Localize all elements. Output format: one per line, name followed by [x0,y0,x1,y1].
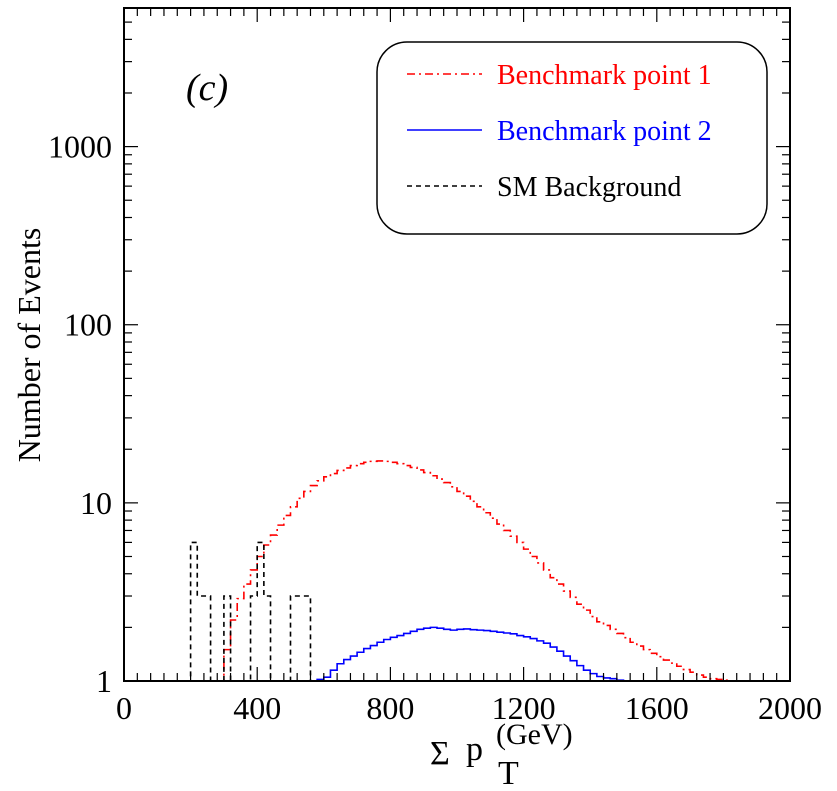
x-tick-label: 1600 [625,690,689,726]
legend-label-benchmark-2: Benchmark point 2 [497,116,712,147]
x-tick-label: 0 [116,690,132,726]
y-tick-label: 1 [96,663,112,699]
legend-label-benchmark-1: Benchmark point 1 [497,60,712,91]
legend-label-sm-background: SM Background [497,172,681,203]
y-tick-label: 100 [64,307,112,343]
x-axis-label-main: p [466,731,483,768]
x-axis-label-sub: T [498,755,519,791]
y-axis-label: Number of Events [11,228,47,463]
y-tick-label: 1000 [48,129,112,165]
x-axis-label-sigma: Σ [430,735,450,772]
x-axis-label: Σ p T (GeV) [430,718,573,791]
series-benchmark-point-2 [310,626,631,682]
x-tick-label: 400 [233,690,281,726]
ticks-layer: 0 400 800 1200 1600 2000 1 10 100 1000 [48,8,822,726]
series-benchmark-point-1 [217,460,790,682]
x-tick-label: 2000 [758,690,822,726]
legend: Benchmark point 1 Benchmark point 2 SM B… [376,41,768,235]
y-tick-label: 10 [80,485,112,521]
x-axis-label-unit: (GeV) [496,718,573,751]
x-tick-label: 800 [366,690,414,726]
panel-annotation: (c) [186,67,228,109]
series-sm-background [177,541,324,682]
x-tick-label: 1200 [492,690,556,726]
series-layer [177,460,790,682]
